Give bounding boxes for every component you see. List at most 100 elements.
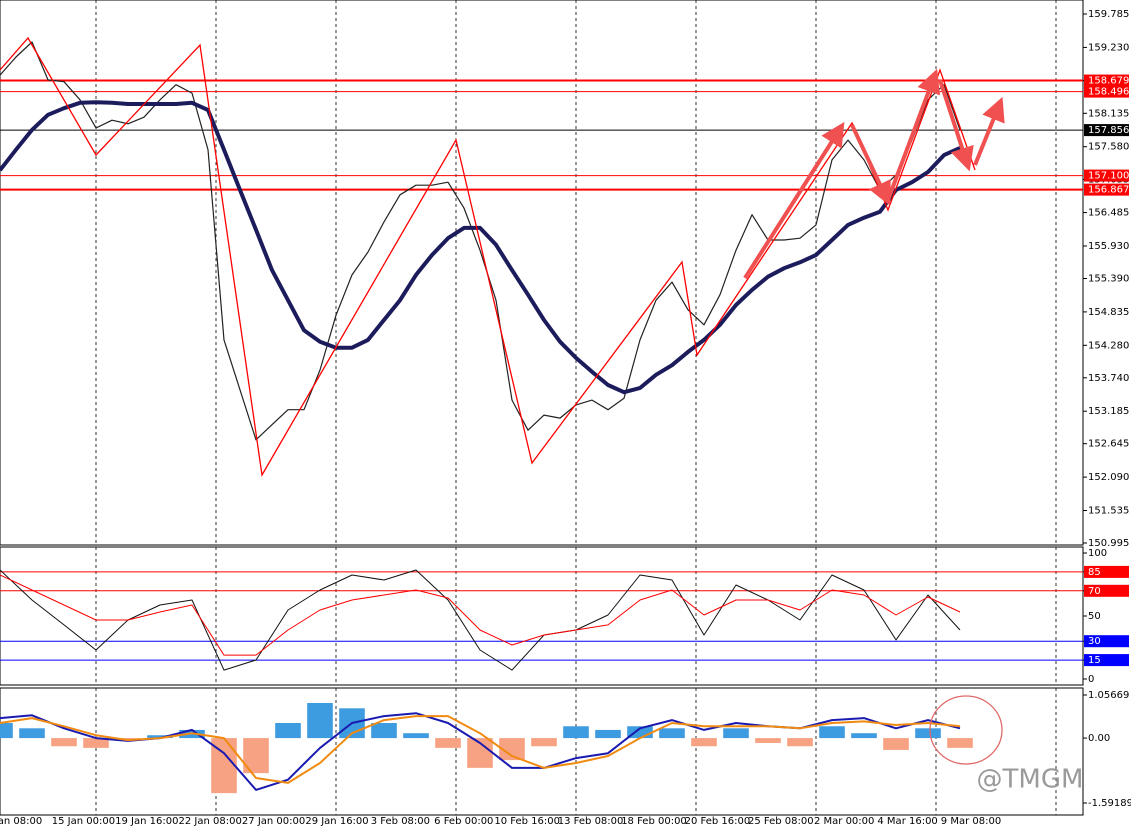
y-tick-label: 157.580 [1088, 142, 1129, 153]
histogram-bar [531, 738, 557, 747]
y-tick-label: -1.59189 [1088, 798, 1131, 809]
annotations [0, 36, 1005, 765]
y-tick-label: 158.135 [1088, 108, 1129, 119]
y-tick-label: 156.485 [1088, 208, 1129, 219]
x-tick-label: 13 Feb 08:00 [558, 816, 624, 827]
x-tick-label: 29 Jan 16:00 [305, 816, 368, 827]
y-tick-label: 0 [1088, 674, 1094, 685]
oscillator-panel [0, 546, 1084, 686]
histogram-bar [819, 726, 845, 739]
y-tick-label: 155.390 [1088, 274, 1129, 285]
x-tick-label: 10 Feb 16:00 [494, 816, 560, 827]
level-label-bg [1084, 635, 1129, 648]
watermark: @TMGM [977, 765, 1084, 795]
level-label: 157.100 [1088, 171, 1129, 182]
x-tick-label: 20 Feb 16:00 [685, 816, 751, 827]
histogram-bar [147, 735, 173, 739]
y-tick-label: 151.535 [1088, 506, 1129, 517]
histogram-bar [499, 738, 525, 761]
y-tick-label: 153.185 [1088, 406, 1129, 417]
histogram-bar [435, 738, 461, 748]
level-label: 15 [1088, 655, 1101, 666]
histogram-bar [851, 733, 877, 739]
y-tick-label: 154.280 [1088, 340, 1129, 351]
histogram-bar [307, 703, 333, 739]
histogram-bar [947, 738, 973, 748]
y-tick-label: 152.645 [1088, 439, 1129, 450]
arrow [973, 96, 1005, 166]
histogram-bar [787, 738, 813, 747]
y-tick-label: 1.05669 [1088, 690, 1129, 701]
histogram-bar [915, 728, 941, 739]
histogram-bar [371, 723, 397, 739]
y-tick-label: 0.00 [1088, 733, 1110, 744]
series-line [0, 100, 961, 395]
level-label: 30 [1088, 636, 1101, 647]
histogram-bar [563, 726, 589, 739]
level-label-bg [1084, 124, 1129, 137]
x-tick-label: an 08:00 [0, 816, 42, 827]
arrow [743, 121, 845, 280]
x-tick-label: 27 Jan 00:00 [242, 816, 305, 827]
x-tick-label: 25 Feb 08:00 [748, 816, 814, 827]
level-label-bg [1084, 654, 1129, 667]
level-label-bg [1084, 183, 1129, 196]
y-tick-label: 150.995 [1088, 538, 1129, 549]
zigzag [0, 36, 976, 477]
y-tick-label: 159.230 [1088, 42, 1129, 53]
level-label-bg [1084, 584, 1129, 597]
histogram-bar [19, 728, 45, 739]
y-tick-label: 50 [1088, 611, 1101, 622]
level-label-bg [1084, 74, 1129, 87]
level-label: 158.679 [1088, 76, 1129, 87]
y-tick-label: 154.835 [1088, 307, 1129, 318]
level-label: 158.496 [1088, 87, 1129, 98]
histogram-bar [51, 738, 77, 747]
x-tick-label: 19 Jan 16:00 [115, 816, 178, 827]
series-line [0, 715, 961, 784]
level-label-bg [1084, 169, 1129, 182]
x-tick-label: 3 Feb 08:00 [371, 816, 430, 827]
y-tick-label: 152.090 [1088, 472, 1129, 483]
series-line [0, 569, 961, 671]
histogram-bar [83, 738, 109, 748]
level-label-bg [1084, 85, 1129, 98]
macd-panel [0, 687, 1084, 816]
level-label-bg [1084, 565, 1129, 578]
x-tick-label: 6 Feb 00:00 [434, 816, 493, 827]
histogram-bar [755, 738, 781, 743]
histogram-bar [0, 723, 13, 739]
series-line [0, 41, 961, 441]
series-line [0, 574, 961, 656]
x-tick-label: 18 Feb 00:00 [621, 816, 687, 827]
arrow [886, 68, 941, 201]
histogram-bar [403, 733, 429, 739]
x-tick-label: 15 Jan 00:00 [52, 816, 115, 827]
histogram-bar [883, 738, 909, 750]
main-panel [0, 0, 1084, 546]
highlight-circle [929, 695, 1003, 765]
y-tick-label: 153.740 [1088, 373, 1129, 384]
histogram-bar [659, 728, 685, 739]
arrow [850, 124, 891, 206]
y-tick-label: 155.930 [1088, 241, 1129, 252]
x-tick-label: 22 Jan 08:00 [179, 816, 242, 827]
histogram-bar [691, 738, 717, 747]
level-label: 85 [1088, 567, 1101, 578]
histogram-bar [275, 723, 301, 739]
histogram-bar [723, 728, 749, 739]
histogram-bar [595, 729, 621, 739]
y-tick-label: 159.785 [1088, 9, 1129, 20]
level-label: 157.856 [1088, 125, 1129, 136]
x-tick-label: 9 Mar 08:00 [941, 816, 1001, 827]
level-label: 70 [1088, 586, 1101, 597]
arrow [938, 79, 974, 172]
x-tick-label: 4 Mar 16:00 [877, 816, 937, 827]
x-tick-label: 2 Mar 00:00 [814, 816, 874, 827]
level-label: 156.867 [1088, 185, 1129, 196]
histogram-bar [627, 726, 653, 739]
y-tick-label: 100 [1088, 548, 1107, 559]
